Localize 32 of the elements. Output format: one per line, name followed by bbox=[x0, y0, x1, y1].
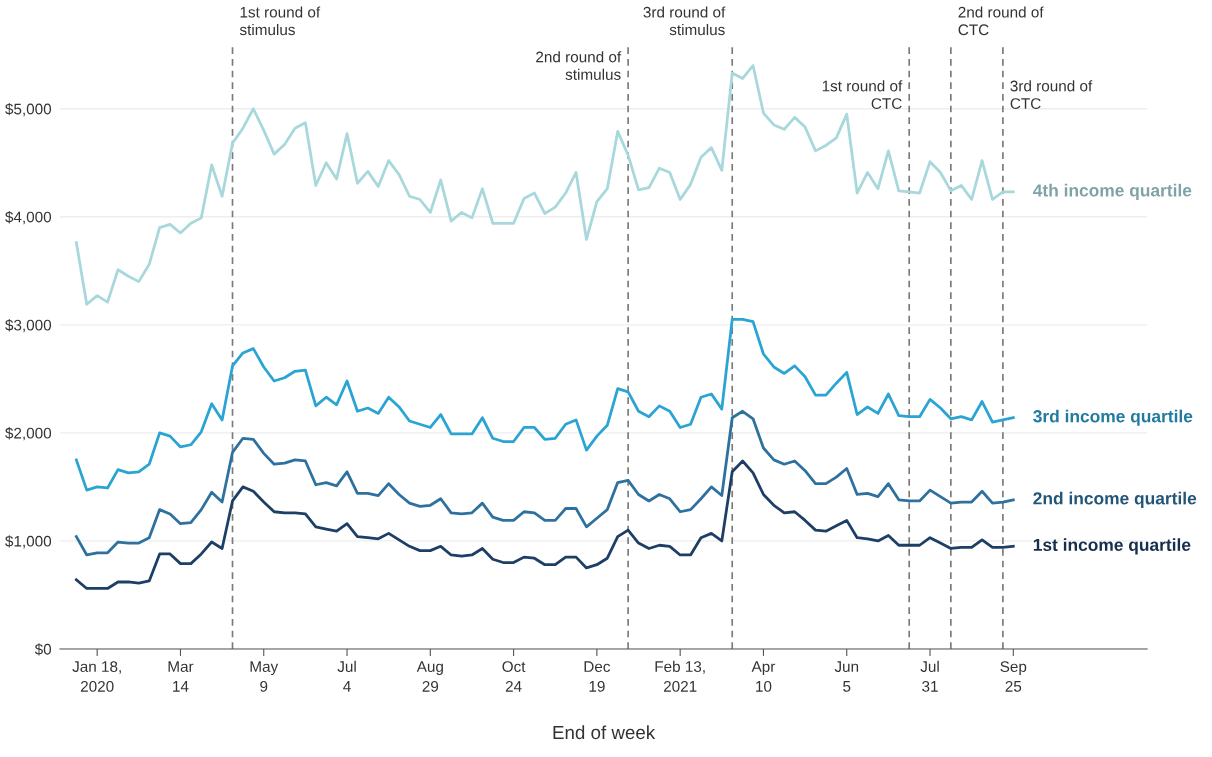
ref-line-label: 1st round of stimulus bbox=[239, 6, 321, 36]
x-tick-label: Sep 25 bbox=[1000, 661, 1027, 692]
x-tick-label: Feb 13, 2021 bbox=[655, 660, 705, 692]
x-tick-label: Oct 24 bbox=[502, 661, 526, 692]
line-series bbox=[74, 459, 1015, 590]
ref-line-label: 1st round of CTC bbox=[822, 80, 903, 109]
ref-line-label: 2nd round of CTC bbox=[958, 6, 1044, 36]
series-label: 2nd income quartile bbox=[1033, 491, 1197, 508]
x-tick-label: Apr 10 bbox=[751, 661, 776, 692]
ref-line-label: 3rd round of CTC bbox=[1010, 80, 1093, 109]
x-tick-label: Jul 31 bbox=[920, 660, 939, 692]
x-tick-label: Jul 4 bbox=[337, 660, 356, 692]
line-series bbox=[74, 318, 1015, 492]
x-axis-title: End of week bbox=[553, 725, 656, 740]
ref-line-label: 3rd round of stimulus bbox=[643, 6, 726, 36]
x-tick-label: Dec 19 bbox=[584, 661, 611, 692]
line-series bbox=[74, 409, 1015, 557]
x-tick-label: Mar 14 bbox=[168, 661, 194, 692]
x-tick-label: Jan 18, 2020 bbox=[72, 661, 121, 692]
y-tick-label: $1,000 bbox=[5, 535, 52, 549]
y-tick-label: $4,000 bbox=[5, 211, 52, 225]
series-label: 1st income quartile bbox=[1033, 538, 1191, 555]
ref-line-label: 2nd round of stimulus bbox=[536, 51, 622, 80]
y-tick-label: $2,000 bbox=[5, 427, 52, 441]
x-tick-label: May 9 bbox=[250, 661, 279, 692]
series-label: 3rd income quartile bbox=[1033, 409, 1193, 426]
x-tick-label: Jun 5 bbox=[834, 661, 859, 692]
x-tick-label: Aug 29 bbox=[416, 661, 443, 692]
y-tick-label: $3,000 bbox=[5, 319, 52, 333]
series-label: 4th income quartile bbox=[1033, 183, 1192, 201]
y-tick-label: $0 bbox=[34, 643, 52, 656]
y-tick-label: $5,000 bbox=[5, 102, 52, 117]
